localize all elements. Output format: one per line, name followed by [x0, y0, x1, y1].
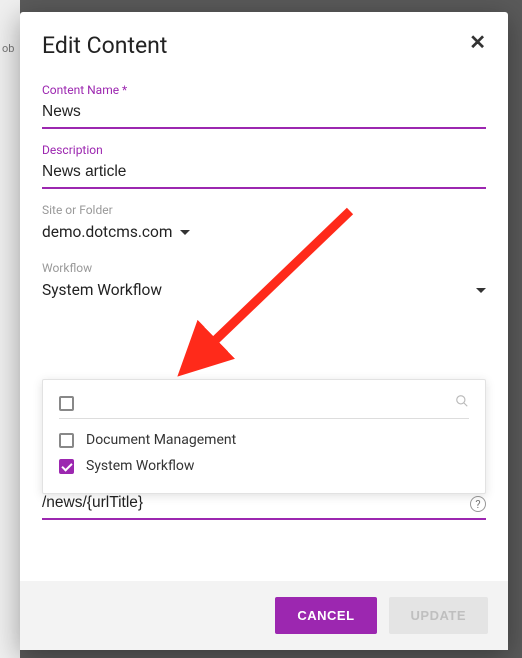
content-name-field: Content Name *	[42, 83, 486, 129]
select-all-checkbox[interactable]	[59, 396, 74, 411]
modal-body: Content Name * Description Site or Folde…	[20, 69, 508, 581]
workflow-field: Workflow System Workflow	[42, 261, 486, 305]
dropdown-search-row	[59, 394, 469, 419]
site-selector[interactable]: demo.dotcms.com	[42, 221, 486, 247]
content-name-input[interactable]	[42, 101, 486, 129]
background-peek: ob	[0, 0, 20, 658]
close-icon[interactable]: ✕	[469, 32, 486, 52]
background-peek-text: ob	[2, 42, 14, 55]
cancel-button[interactable]: CANCEL	[275, 597, 376, 634]
modal-header: Edit Content ✕	[20, 12, 508, 69]
url-pattern-input[interactable]	[42, 492, 486, 520]
workflow-option-label: System Workflow	[86, 458, 194, 474]
workflow-dropdown-panel: Document Management System Workflow	[42, 379, 486, 494]
site-value: demo.dotcms.com	[42, 223, 172, 241]
workflow-option-label: Document Management	[86, 432, 236, 448]
search-icon[interactable]	[455, 394, 469, 412]
modal-title: Edit Content	[42, 32, 167, 59]
workflow-selector[interactable]: System Workflow	[42, 279, 486, 305]
site-field: Site or Folder demo.dotcms.com	[42, 203, 486, 247]
content-name-label: Content Name *	[42, 83, 486, 97]
help-icon[interactable]: ?	[470, 496, 486, 512]
checkbox-icon	[59, 433, 74, 448]
description-field: Description	[42, 143, 486, 189]
site-label: Site or Folder	[42, 203, 486, 217]
checkbox-checked-icon	[59, 459, 74, 474]
modal-footer: CANCEL UPDATE	[20, 581, 508, 650]
workflow-value: System Workflow	[42, 281, 162, 299]
workflow-label: Workflow	[42, 261, 486, 275]
description-label: Description	[42, 143, 486, 157]
workflow-option-system-workflow[interactable]: System Workflow	[59, 453, 469, 479]
workflow-option-document-management[interactable]: Document Management	[59, 427, 469, 453]
description-input[interactable]	[42, 161, 486, 189]
chevron-down-icon	[476, 288, 486, 293]
edit-content-modal: Edit Content ✕ Content Name * Descriptio…	[20, 12, 508, 650]
chevron-down-icon	[180, 230, 190, 235]
update-button[interactable]: UPDATE	[389, 597, 488, 634]
